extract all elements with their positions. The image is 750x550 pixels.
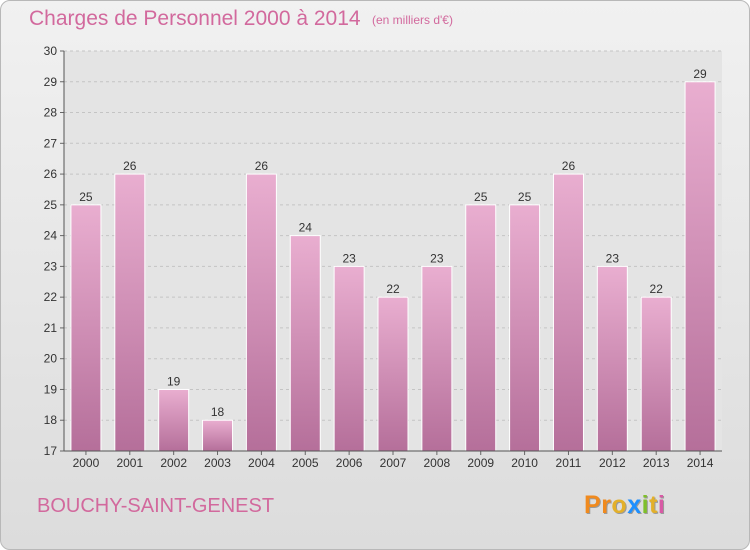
x-tick-label: 2014 bbox=[687, 456, 714, 470]
bar bbox=[552, 173, 584, 452]
x-tick-label: 2007 bbox=[380, 456, 407, 470]
y-tick-label: 24 bbox=[44, 229, 58, 243]
y-tick-label: 18 bbox=[44, 413, 58, 427]
logo-letter: P bbox=[584, 491, 602, 519]
data-label: 19 bbox=[167, 374, 181, 388]
y-tick-label: 29 bbox=[44, 75, 58, 89]
x-tick-label: 2000 bbox=[73, 456, 100, 470]
bar bbox=[421, 265, 453, 452]
x-tick-label: 2005 bbox=[292, 456, 319, 470]
x-tick-label: 2001 bbox=[116, 456, 143, 470]
proxiti-logo[interactable]: Proxiti bbox=[584, 491, 665, 520]
bar bbox=[377, 296, 409, 452]
y-tick-label: 27 bbox=[44, 136, 58, 150]
data-label: 29 bbox=[693, 67, 707, 81]
data-label: 23 bbox=[430, 251, 444, 265]
y-tick-label: 22 bbox=[44, 290, 58, 304]
data-label: 25 bbox=[518, 190, 532, 204]
y-tick-label: 26 bbox=[44, 167, 58, 181]
data-label: 24 bbox=[299, 221, 313, 235]
bar bbox=[114, 173, 146, 452]
y-tick-label: 20 bbox=[44, 352, 58, 366]
x-tick-label: 2012 bbox=[599, 456, 626, 470]
bar bbox=[289, 235, 321, 452]
data-label: 23 bbox=[606, 251, 620, 265]
x-tick-label: 2003 bbox=[204, 456, 231, 470]
commune-name: BOUCHY-SAINT-GENEST bbox=[37, 495, 275, 517]
bar bbox=[684, 81, 716, 452]
logo-letter: i bbox=[641, 491, 650, 519]
bar bbox=[70, 204, 102, 452]
chart-title: Charges de Personnel 2000 à 2014 bbox=[29, 7, 361, 30]
chart-subtitle: (en milliers d'€) bbox=[372, 13, 453, 27]
x-tick-label: 2002 bbox=[160, 456, 187, 470]
bar bbox=[465, 204, 497, 452]
x-tick-label: 2006 bbox=[336, 456, 363, 470]
logo-letter: o bbox=[611, 491, 628, 519]
bar bbox=[245, 173, 277, 452]
data-label: 26 bbox=[123, 159, 137, 173]
y-tick-label: 23 bbox=[44, 259, 58, 273]
bar bbox=[640, 296, 672, 452]
bar bbox=[596, 265, 628, 452]
data-label: 22 bbox=[650, 282, 664, 296]
logo-letter: r bbox=[601, 491, 612, 519]
y-tick-label: 25 bbox=[44, 198, 58, 212]
x-tick-label: 2004 bbox=[248, 456, 275, 470]
data-label: 22 bbox=[386, 282, 400, 296]
logo-letter: i bbox=[657, 491, 666, 519]
bar bbox=[202, 419, 234, 452]
bar bbox=[509, 204, 541, 452]
logo-letter: x bbox=[627, 491, 642, 519]
x-tick-label: 2009 bbox=[467, 456, 494, 470]
data-label: 26 bbox=[255, 159, 269, 173]
x-tick-label: 2010 bbox=[511, 456, 538, 470]
x-tick-label: 2013 bbox=[643, 456, 670, 470]
bar bbox=[158, 388, 190, 452]
y-tick-label: 17 bbox=[44, 444, 58, 458]
logo-letter: t bbox=[649, 491, 658, 519]
data-label: 25 bbox=[79, 190, 93, 204]
data-label: 26 bbox=[562, 159, 576, 173]
data-label: 18 bbox=[211, 405, 225, 419]
data-label: 25 bbox=[474, 190, 488, 204]
x-tick-label: 2008 bbox=[424, 456, 451, 470]
y-tick-label: 21 bbox=[44, 321, 58, 335]
y-tick-label: 30 bbox=[44, 44, 58, 58]
data-label: 23 bbox=[342, 251, 356, 265]
y-tick-label: 19 bbox=[44, 382, 58, 396]
x-tick-label: 2011 bbox=[556, 456, 582, 470]
y-tick-label: 28 bbox=[44, 106, 58, 120]
bar bbox=[333, 265, 365, 452]
